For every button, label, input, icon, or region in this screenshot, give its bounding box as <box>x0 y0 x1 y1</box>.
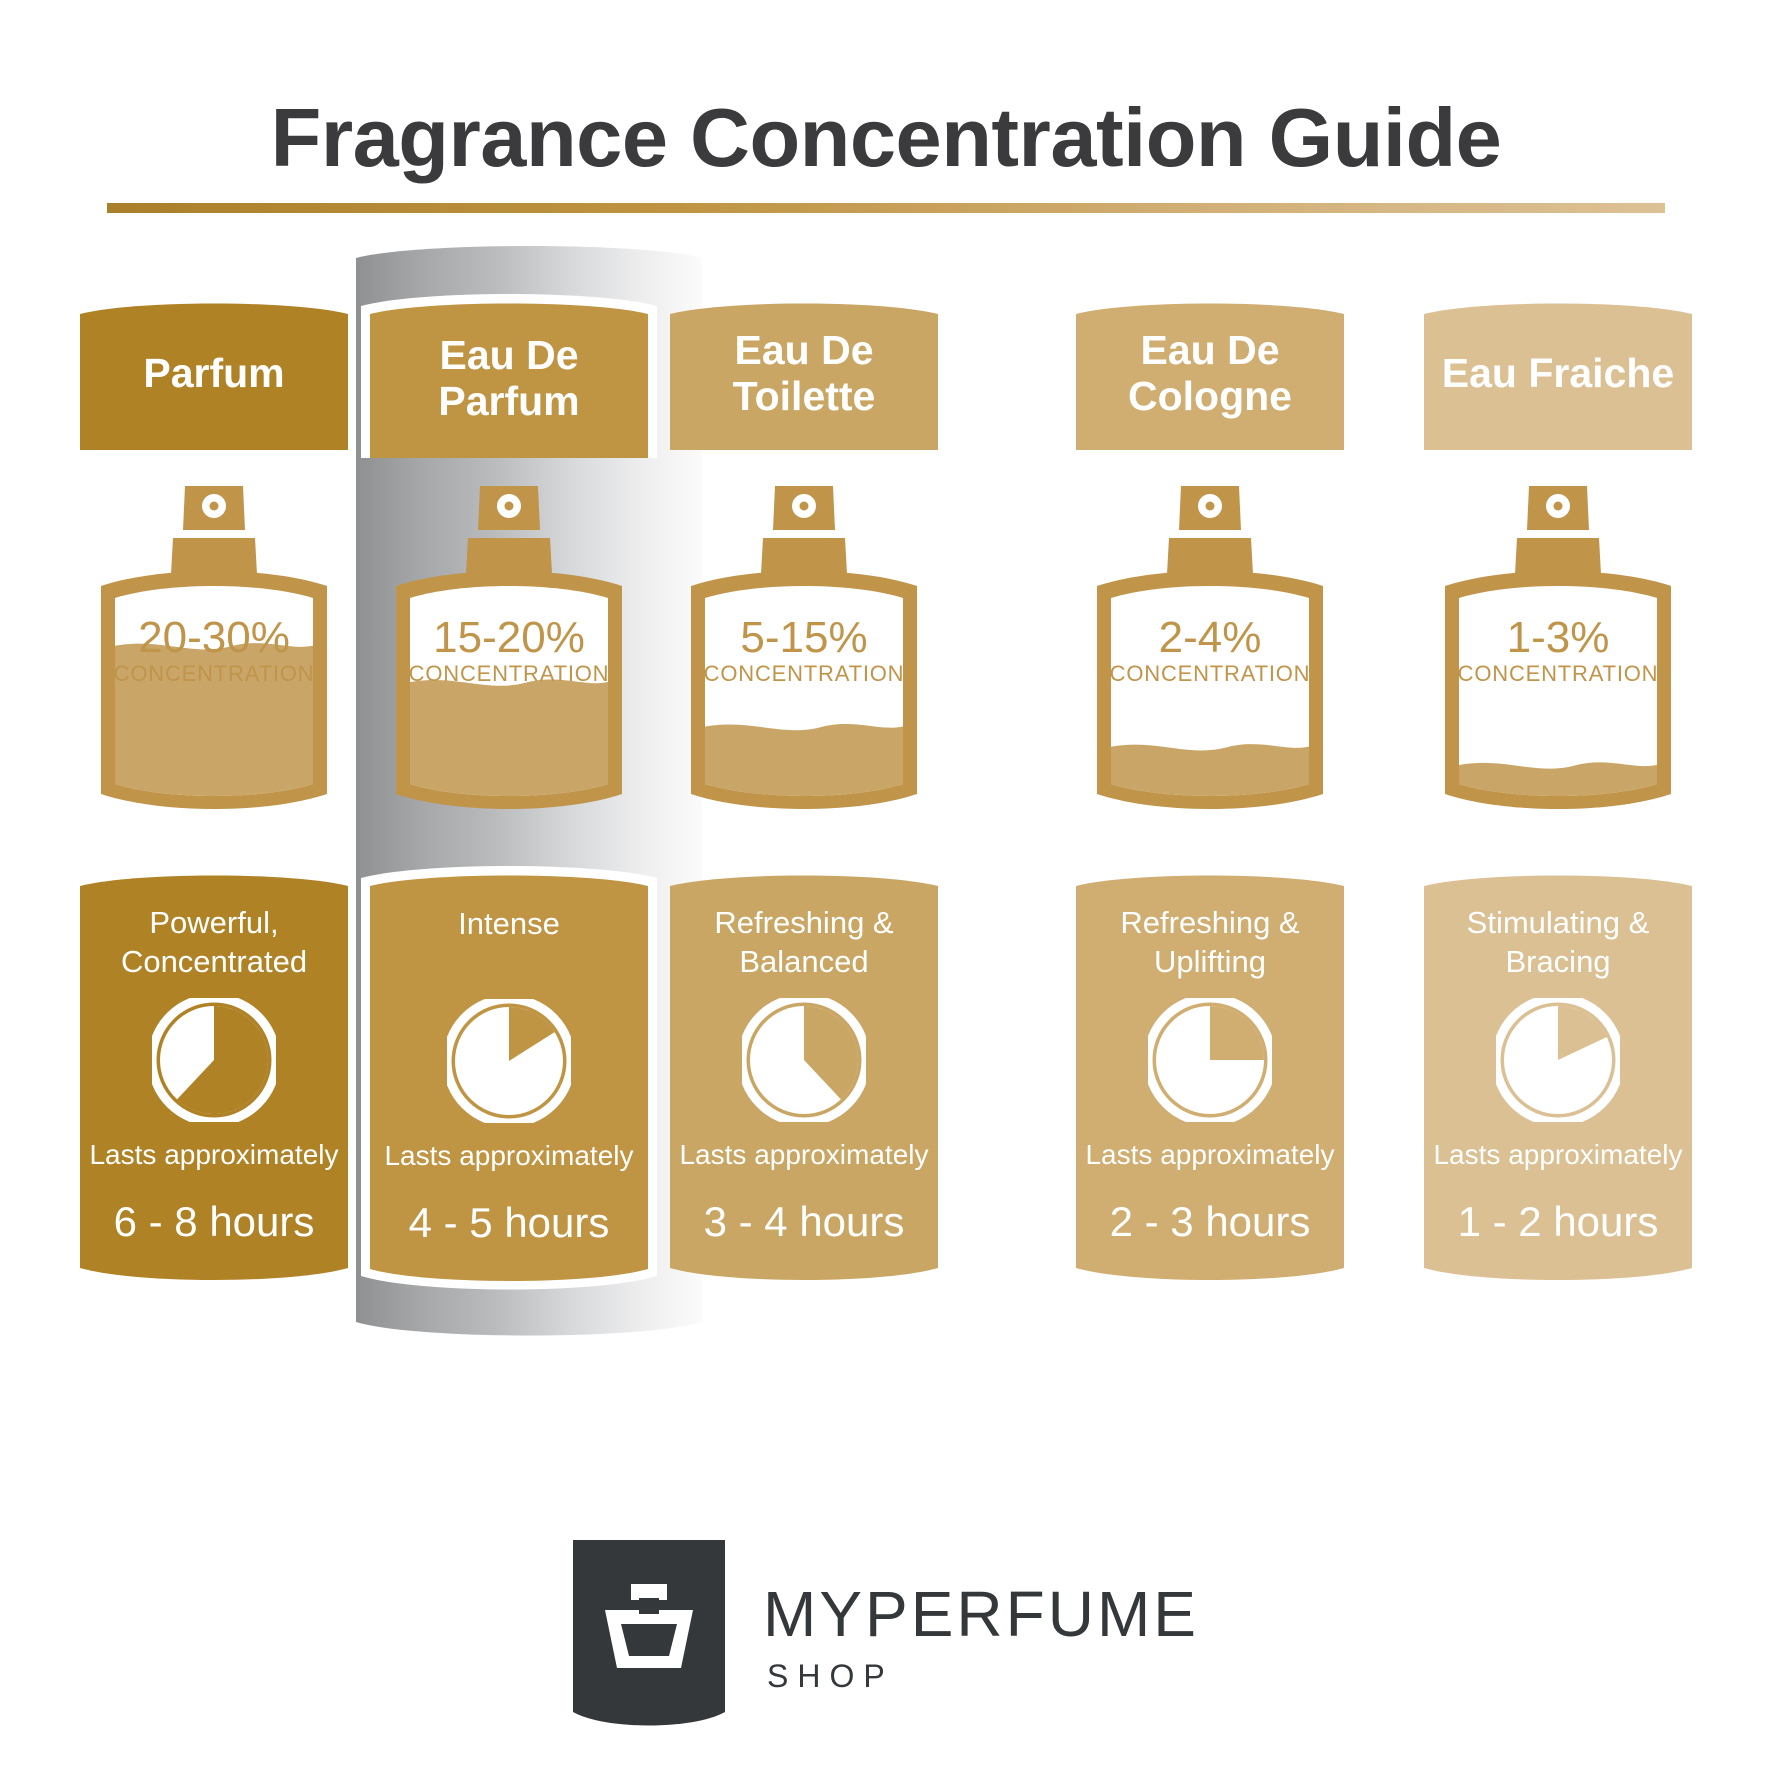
brand-subtitle: SHOP <box>767 1658 894 1694</box>
scent-description: Intense <box>458 906 560 941</box>
column-info-card[interactable]: Refreshing & Uplifting Lasts approximate… <box>1076 870 1344 1284</box>
page-header: Fragrance Concentration Guide <box>0 96 1772 213</box>
concentration-label: CONCENTRATION <box>1109 661 1311 686</box>
duration-value: 3 - 4 hours <box>703 1198 905 1245</box>
perfume-bottle-icon: 1-3% CONCENTRATION <box>1429 476 1687 814</box>
column-header-card[interactable]: Eau De Cologne <box>1076 298 1344 450</box>
fragrance-column-0[interactable]: Parfum 20-30% CONCENTRATION Powerful, Co… <box>80 236 348 1356</box>
column-info-card[interactable]: Refreshing & Balanced Lasts approximatel… <box>670 870 938 1284</box>
column-header-card[interactable]: Eau Fraiche <box>1424 298 1692 450</box>
perfume-bottle-icon: 5-15% CONCENTRATION <box>675 476 933 814</box>
perfume-bottle-icon: 20-30% CONCENTRATION <box>85 476 343 814</box>
duration-pie-chart <box>742 998 866 1122</box>
concentration-label: CONCENTRATION <box>408 661 610 686</box>
fragrance-column-3[interactable]: Eau De Cologne 2-4% CONCENTRATION Refres… <box>1076 236 1344 1356</box>
duration-value: 4 - 5 hours <box>408 1199 610 1246</box>
fragrance-column-2[interactable]: Eau De Toilette 5-15% CONCENTRATION Refr… <box>670 236 938 1356</box>
perfume-bottle-icon: 15-20% CONCENTRATION <box>380 476 638 814</box>
perfume-bottle-icon: 2-4% CONCENTRATION <box>1081 476 1339 814</box>
concentration-label: CONCENTRATION <box>113 661 315 686</box>
scent-description: Refreshing & Uplifting <box>1120 905 1300 979</box>
duration-value: 1 - 2 hours <box>1457 1198 1659 1245</box>
column-title: Eau De Toilette <box>732 327 876 419</box>
title-underline-rule <box>107 203 1665 213</box>
column-title: Parfum <box>143 350 285 397</box>
concentration-value: 15-20% <box>433 613 585 662</box>
page-title: Fragrance Concentration Guide <box>270 91 1502 184</box>
column-title: Eau De Cologne <box>1128 327 1292 419</box>
column-info-card[interactable]: Intense Lasts approximately 4 - 5 hours <box>361 862 657 1294</box>
column-info-card[interactable]: Powerful, Concentrated Lasts approximate… <box>80 870 348 1284</box>
fragrance-column-1[interactable]: Eau De Parfum 15-20% CONCENTRATION <box>375 236 643 1356</box>
scent-description: Refreshing & Balanced <box>714 905 894 979</box>
duration-pie-chart <box>1148 998 1272 1122</box>
lasts-label: Lasts approximately <box>384 1140 634 1171</box>
brand-wordmark: MYPERFUME SHOP <box>763 1578 1199 1692</box>
column-header-white-frame: Eau De Parfum <box>361 290 657 458</box>
concentration-value: 5-15% <box>740 613 868 662</box>
fragrance-column-4[interactable]: Eau Fraiche 1-3% CONCENTRATION Stimulati… <box>1424 236 1692 1356</box>
duration-value: 2 - 3 hours <box>1109 1198 1311 1245</box>
concentration-label: CONCENTRATION <box>703 661 905 686</box>
scent-description: Powerful, Concentrated <box>120 905 308 979</box>
column-info-fill: Intense Lasts approximately 4 - 5 hours <box>370 871 648 1285</box>
scent-description: Stimulating & Bracing <box>1466 905 1650 979</box>
column-info-card[interactable]: Stimulating & Bracing Lasts approximatel… <box>1424 870 1692 1284</box>
brand-footer: MYPERFUME SHOP <box>0 1540 1772 1730</box>
myperfume-logo-icon <box>573 1540 726 1730</box>
duration-value: 6 - 8 hours <box>113 1198 315 1245</box>
duration-pie-chart <box>1496 998 1620 1122</box>
concentration-value: 2-4% <box>1158 613 1262 662</box>
column-header-fill: Eau De Parfum <box>370 299 648 458</box>
lasts-label: Lasts approximately <box>1433 1139 1683 1170</box>
concentration-value: 1-3% <box>1506 613 1610 662</box>
duration-pie-chart <box>447 999 571 1123</box>
column-title: Eau De Parfum <box>438 331 580 424</box>
duration-pie-chart <box>152 998 276 1122</box>
concentration-label: CONCENTRATION <box>1457 661 1659 686</box>
lasts-label: Lasts approximately <box>89 1139 339 1170</box>
column-title: Eau Fraiche <box>1441 350 1675 397</box>
lasts-label: Lasts approximately <box>1085 1139 1335 1170</box>
column-header-card[interactable]: Parfum <box>80 298 348 450</box>
lasts-label: Lasts approximately <box>679 1139 929 1170</box>
concentration-value: 20-30% <box>138 613 290 662</box>
column-header-card[interactable]: Eau De Parfum <box>361 290 657 458</box>
column-header-card[interactable]: Eau De Toilette <box>670 298 938 450</box>
concentration-columns-grid: Parfum 20-30% CONCENTRATION Powerful, Co… <box>0 236 1772 1356</box>
brand-name: MYPERFUME <box>763 1578 1199 1650</box>
